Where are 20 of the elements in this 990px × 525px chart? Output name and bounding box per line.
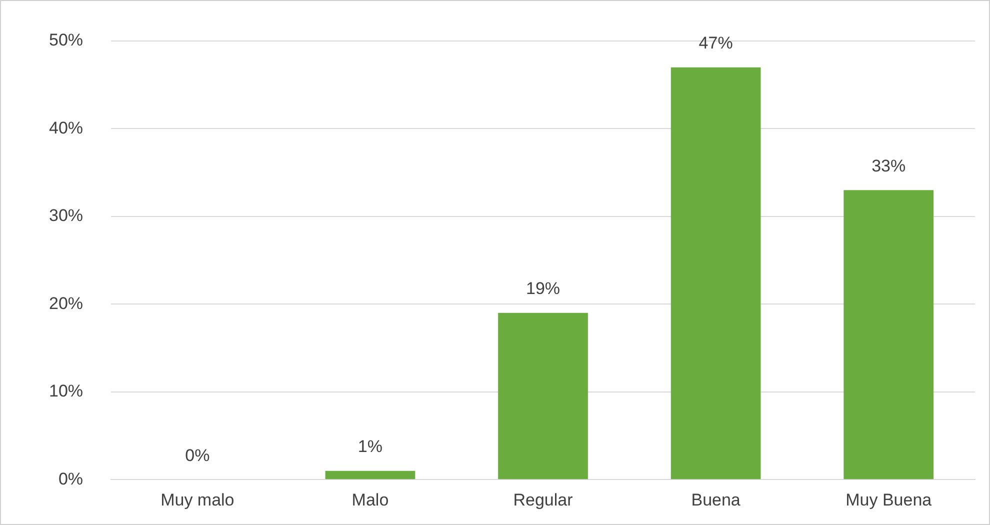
y-tick-label: 10% xyxy=(48,382,84,401)
y-tick-label: 50% xyxy=(48,30,84,50)
data-label: 47% xyxy=(698,34,733,53)
data-label: 33% xyxy=(872,156,906,176)
bar xyxy=(844,190,934,480)
bar xyxy=(670,67,761,480)
data-label: 19% xyxy=(526,279,560,298)
x-tick-label: Regular xyxy=(513,490,574,510)
bar xyxy=(498,312,588,480)
x-tick-label: Muy malo xyxy=(160,490,234,510)
y-tick-label: 40% xyxy=(48,118,84,138)
x-tick-label: Buena xyxy=(691,490,741,510)
bar xyxy=(325,470,416,480)
y-tick-label: 0% xyxy=(58,469,84,488)
data-label: 0% xyxy=(185,446,210,465)
y-tick-label: 20% xyxy=(48,294,84,313)
x-tick-label: Muy Buena xyxy=(846,490,932,510)
y-tick-label: 30% xyxy=(48,206,84,226)
x-tick-label: Malo xyxy=(352,490,389,510)
data-label: 1% xyxy=(358,437,383,456)
